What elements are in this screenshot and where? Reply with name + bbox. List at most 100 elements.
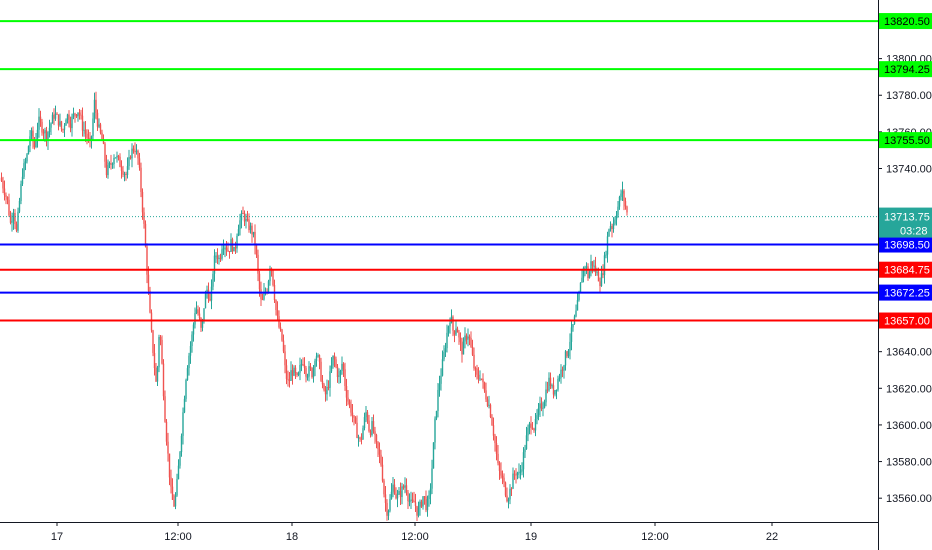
time-axis[interactable]: 17 12:00 18 12:00 19 12:00 22 <box>0 522 878 550</box>
candle <box>461 337 463 363</box>
price-axis[interactable]: 13560.00 13580.00 13600.00 13620.00 13640.00… <box>878 0 932 550</box>
candle <box>545 381 547 407</box>
candle <box>396 489 399 508</box>
candle <box>8 193 10 217</box>
horizontal-levels <box>0 20 878 322</box>
candle <box>402 484 405 490</box>
candle <box>470 331 472 348</box>
candle <box>467 328 469 347</box>
candle <box>519 464 522 480</box>
candle <box>198 307 201 320</box>
candle <box>156 365 159 386</box>
candle <box>564 349 567 371</box>
candle <box>225 240 228 256</box>
candle <box>143 207 145 229</box>
candle <box>216 248 219 265</box>
candle <box>552 377 555 399</box>
candle <box>183 395 186 414</box>
candle <box>465 333 468 345</box>
candle <box>251 222 253 243</box>
candle <box>164 390 166 423</box>
level-price-tag: 13672.25 <box>879 284 932 301</box>
candle <box>393 478 396 495</box>
candle <box>62 128 64 133</box>
candle <box>105 154 108 178</box>
candle <box>101 129 103 140</box>
candle <box>92 112 94 140</box>
candle <box>434 416 436 450</box>
candle <box>53 108 55 126</box>
candle <box>224 245 226 258</box>
candle <box>509 484 511 505</box>
candle <box>494 433 496 452</box>
candle <box>365 406 367 423</box>
candle <box>219 253 222 262</box>
candle <box>425 490 427 513</box>
candle <box>293 365 295 377</box>
candle <box>333 352 336 368</box>
time-tick-label: 19 <box>525 531 537 543</box>
candle <box>414 493 417 512</box>
candle <box>24 157 27 171</box>
candle <box>419 499 421 516</box>
candle <box>14 209 16 230</box>
candle <box>332 355 334 369</box>
candle <box>554 390 556 397</box>
candle <box>93 92 96 124</box>
candle <box>534 413 537 437</box>
candle <box>435 410 438 421</box>
candle <box>536 409 538 425</box>
candle <box>56 112 58 115</box>
candle <box>315 352 318 367</box>
candle <box>141 188 144 220</box>
candle <box>326 379 328 401</box>
candle <box>345 378 348 407</box>
candle <box>48 119 51 138</box>
candle <box>606 231 609 263</box>
candle <box>84 120 87 142</box>
candle <box>491 414 493 426</box>
candle <box>594 256 597 277</box>
candle <box>296 372 298 378</box>
candle <box>57 114 60 131</box>
svg-text:13755.50: 13755.50 <box>884 135 930 147</box>
candle <box>537 403 540 421</box>
candle <box>617 200 619 218</box>
candle <box>0 172 3 183</box>
candle <box>453 330 456 343</box>
candle <box>15 221 18 233</box>
candle <box>171 478 174 501</box>
candle <box>12 208 15 230</box>
candle <box>287 370 289 387</box>
candle <box>267 279 270 294</box>
candle <box>179 451 181 469</box>
candle <box>192 322 195 342</box>
candle <box>347 390 349 406</box>
candle <box>20 180 22 205</box>
candle <box>324 385 327 402</box>
candle <box>356 415 358 439</box>
candle <box>264 287 267 296</box>
candle <box>528 421 531 435</box>
candle <box>194 307 196 329</box>
candle <box>621 181 624 201</box>
candle <box>500 462 502 479</box>
price-tick-label: 13620.00 <box>886 383 932 395</box>
candle <box>386 499 388 521</box>
candle <box>285 359 288 385</box>
candle <box>566 350 568 359</box>
candle <box>407 490 409 509</box>
time-tick-label: 12:00 <box>164 531 192 543</box>
candle <box>533 427 535 433</box>
price-tick-label: 13740.00 <box>886 164 932 176</box>
candle <box>459 332 462 351</box>
candle <box>366 409 369 424</box>
candle <box>51 112 54 124</box>
svg-text:13794.25: 13794.25 <box>884 64 930 76</box>
candle <box>66 113 69 124</box>
time-tick-label: 18 <box>286 531 298 543</box>
candle <box>572 323 574 332</box>
candle <box>605 250 607 259</box>
candle <box>489 403 492 419</box>
